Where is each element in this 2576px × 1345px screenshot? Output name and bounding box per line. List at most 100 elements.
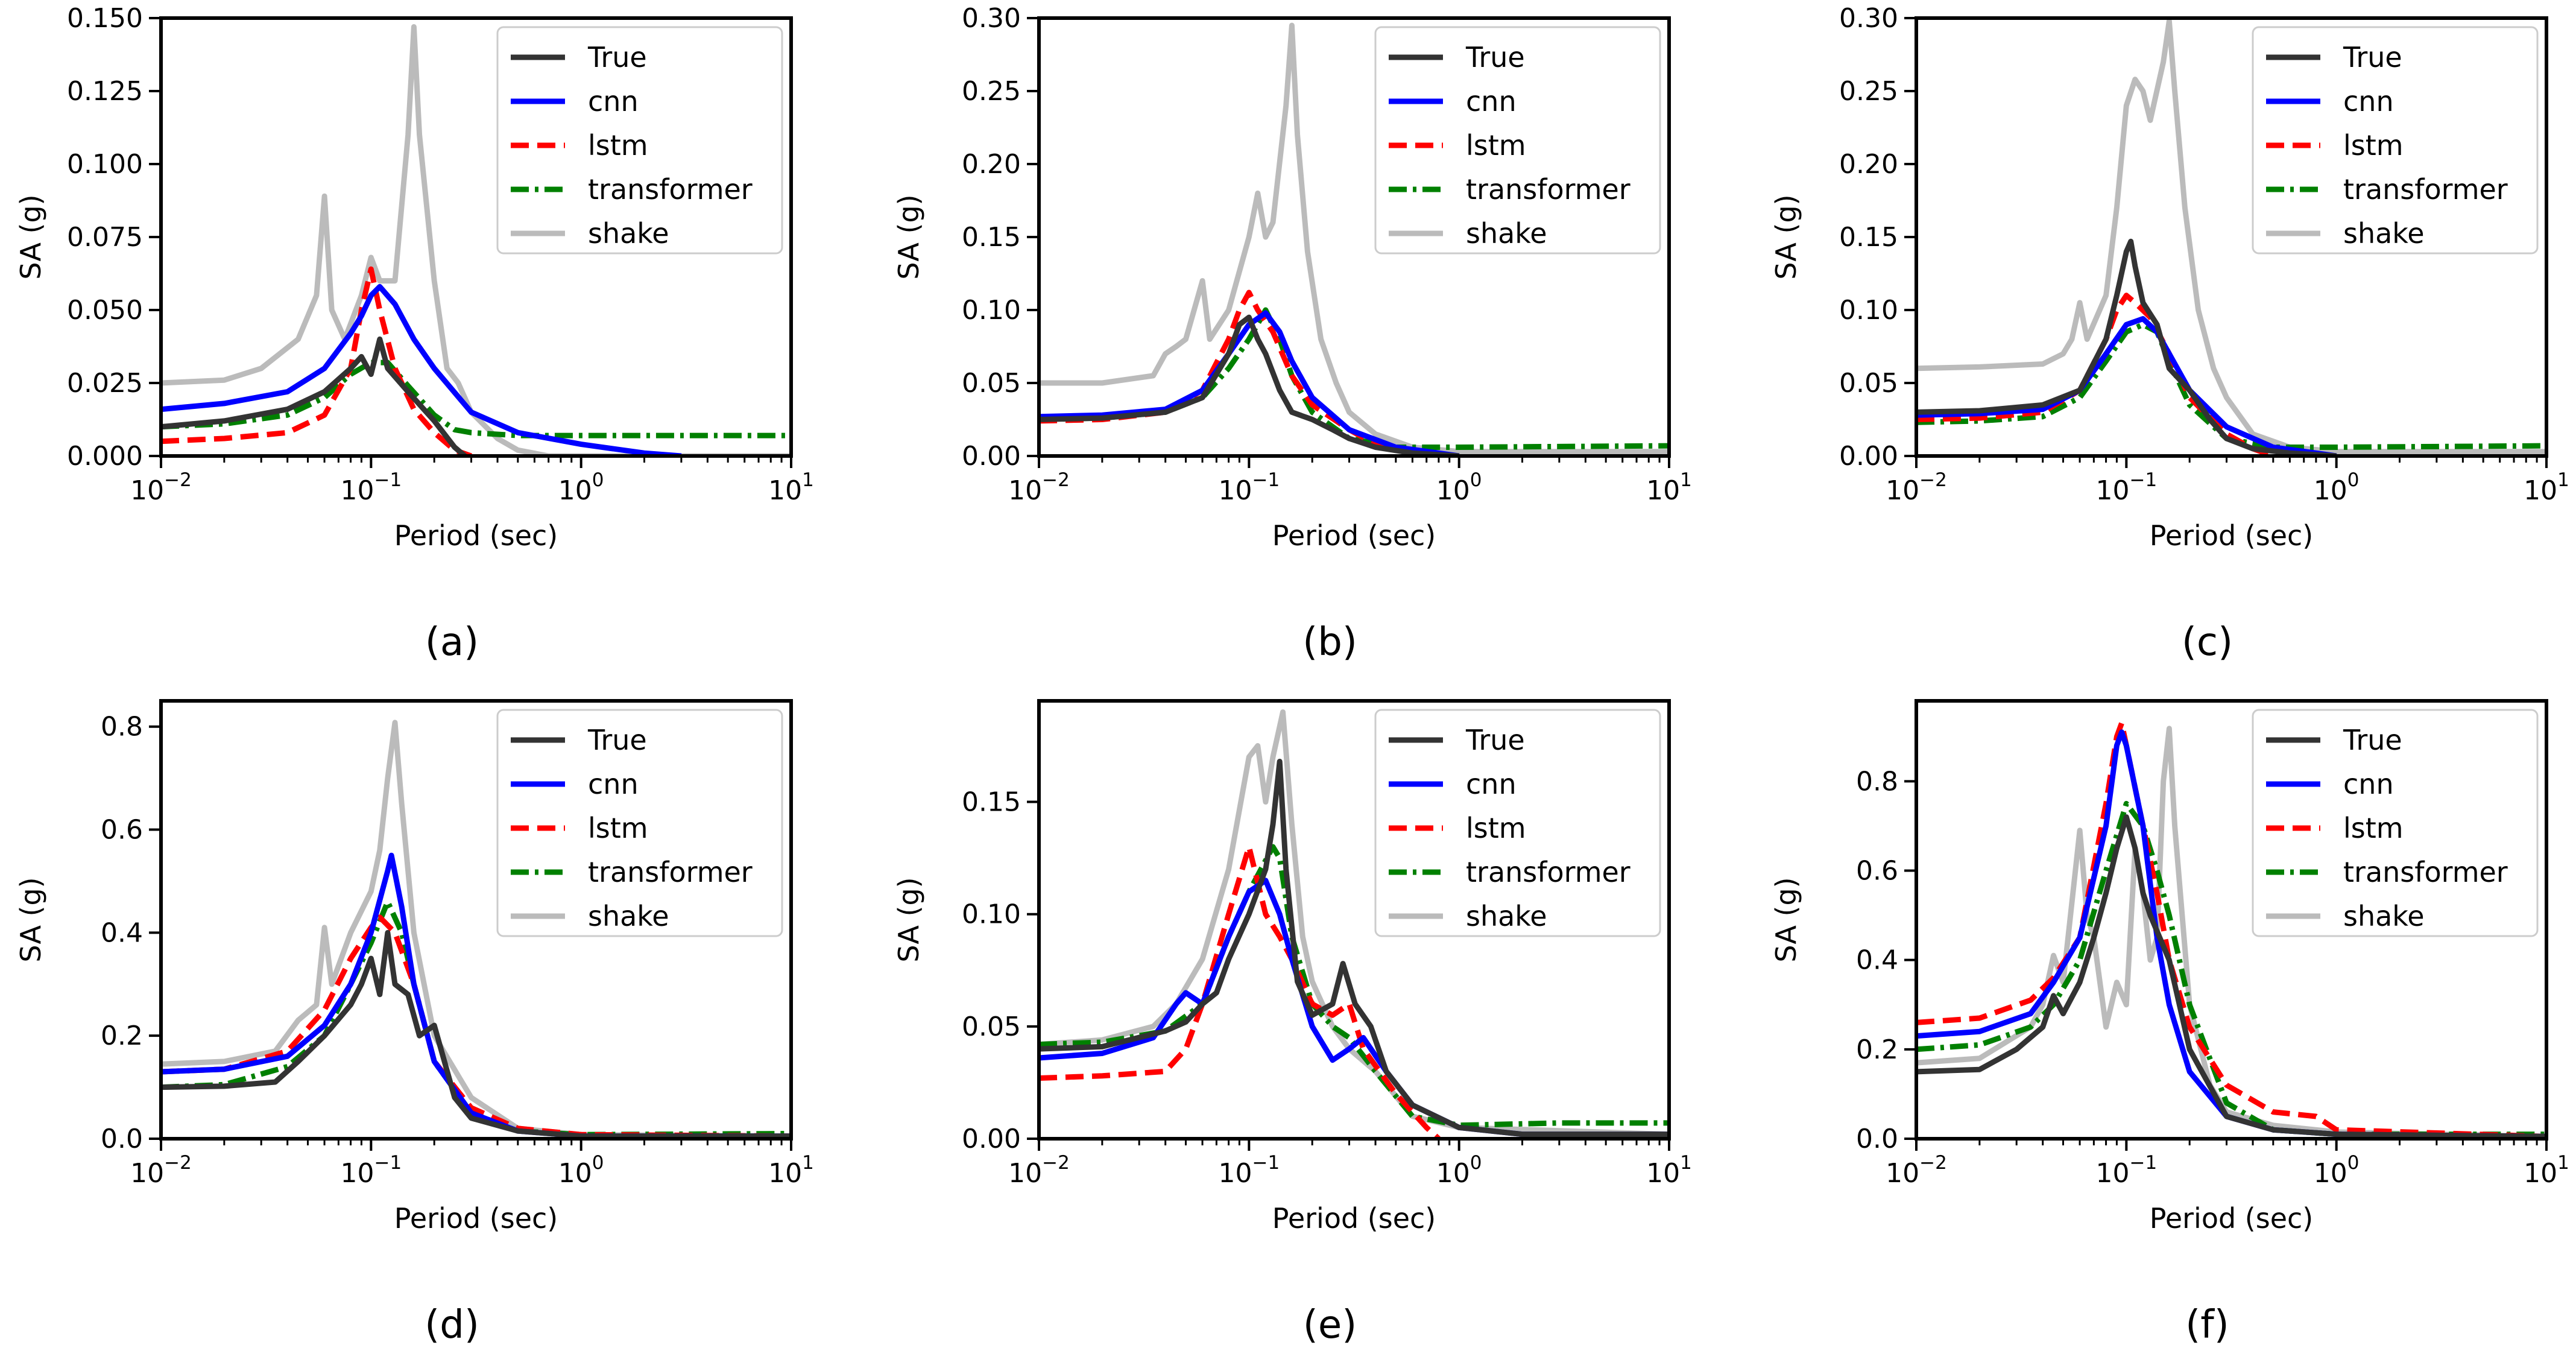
y-tick-label: 0.8: [101, 712, 143, 742]
y-tick-label: 0.125: [67, 76, 143, 107]
legend-entry: lstm: [588, 812, 648, 844]
legend-entry: cnn: [2343, 768, 2394, 800]
panel-label: (f): [2185, 1303, 2229, 1345]
axes-frame: [1037, 699, 1671, 1141]
legend-entry: cnn: [2343, 85, 2394, 118]
series-line-true: [1916, 814, 2546, 1139]
y-axis-label: SA (g): [892, 877, 925, 962]
x-tick-label: 101: [2524, 1152, 2569, 1189]
y-tick-label: 0.15: [962, 787, 1021, 818]
series-line-transformer: [1916, 800, 2546, 1138]
y-tick-label: 0.8: [1856, 766, 1898, 797]
legend-entry: lstm: [2343, 129, 2404, 162]
series-line-true: [1916, 238, 2337, 456]
x-tick-label: 10−1: [2095, 1152, 2157, 1189]
x-tick-label: 100: [558, 469, 604, 506]
x-tick-label: 10−2: [1886, 469, 1947, 506]
series-group: [1039, 709, 1669, 1139]
y-axis-label: SA (g): [14, 194, 47, 279]
legend-box: [1374, 26, 1661, 255]
legend: True cnn lstm transformer shake: [496, 26, 783, 255]
legend: True cnn lstm transformer shake: [496, 709, 783, 937]
x-tick-label: 101: [768, 469, 814, 506]
x-tick-label: 10−2: [130, 1152, 192, 1189]
series-line-lstm: [1039, 844, 1441, 1139]
legend-entry: lstm: [1466, 129, 1526, 162]
legend-entry: True: [587, 724, 647, 756]
y-tick-label: 0.05: [1839, 368, 1898, 399]
axes-frame: [1915, 699, 2548, 1141]
legend-entry: True: [1465, 41, 1525, 74]
series-line-shake: [1916, 18, 2546, 455]
series-group: [1916, 18, 2546, 456]
legend-entry: shake: [588, 217, 669, 250]
legend-entry: shake: [588, 900, 669, 932]
y-tick-label: 0.6: [1856, 856, 1898, 887]
series-line-shake: [161, 720, 791, 1139]
legend-entry: transformer: [2343, 173, 2508, 206]
legend-entry: transformer: [1466, 173, 1631, 206]
x-axis-label: Period (sec): [2150, 519, 2314, 552]
legend-entry: True: [2343, 724, 2402, 756]
y-axis-label: SA (g): [1770, 194, 1802, 279]
series-line-true: [161, 336, 467, 456]
y-tick-label: 0.0: [101, 1124, 143, 1154]
y-tick-label: 0.00: [962, 1124, 1021, 1154]
legend-entry: True: [587, 41, 647, 74]
series-line-true: [1039, 314, 1459, 456]
x-tick-label: 10−1: [340, 469, 402, 506]
x-tick-label: 10−1: [1218, 469, 1280, 506]
y-tick-label: 0.05: [962, 1011, 1021, 1042]
series-group: [161, 24, 791, 456]
axes-frame: [159, 699, 793, 1141]
series-line-cnn: [1039, 310, 1460, 456]
legend-entry: cnn: [588, 768, 639, 800]
series-line-lstm: [1039, 290, 1439, 456]
y-tick-label: 0.00: [1839, 441, 1898, 472]
y-tick-label: 0.075: [67, 222, 143, 253]
axes-frame: [1037, 16, 1671, 458]
series-group: [1916, 720, 2546, 1139]
y-tick-label: 0.15: [962, 222, 1021, 253]
x-tick-label: 10−2: [1008, 469, 1070, 506]
legend-entry: transformer: [588, 173, 753, 206]
chart-panel: 10−2 10−1 100 101 0.00 0.05 0.10 0.15 0.20 0.25 0.…: [892, 3, 1692, 665]
y-axis-label: SA (g): [14, 877, 47, 962]
y-tick-label: 0.00: [962, 441, 1021, 472]
y-tick-label: 0.100: [67, 149, 143, 180]
panel-label: (e): [1303, 1303, 1357, 1345]
chart-panel: 10−2 10−1 100 101 0.000 0.025 0.050 0.075 0.100 0…: [14, 3, 814, 665]
chart-panel: 10−2 10−1 100 101 0.00 0.05 0.10 0.15 Period (se…: [892, 699, 1692, 1345]
legend-entry: transformer: [588, 856, 753, 888]
panel-label: (a): [425, 620, 479, 665]
series-group: [1039, 22, 1669, 456]
series-line-cnn: [1916, 316, 2337, 456]
axes-frame: [1915, 16, 2548, 458]
legend: True cnn lstm transformer shake: [2252, 26, 2539, 255]
x-tick-label: 101: [1646, 1152, 1692, 1189]
series-line-shake: [161, 24, 791, 456]
legend-entry: lstm: [1466, 812, 1526, 844]
legend-box: [1374, 709, 1661, 937]
legend-entry: lstm: [588, 129, 648, 162]
y-tick-label: 0.4: [101, 917, 143, 948]
x-axis-label: Period (sec): [2150, 1202, 2314, 1235]
y-tick-label: 0.10: [1839, 295, 1898, 326]
x-axis-label: Period (sec): [1272, 1202, 1436, 1235]
x-tick-label: 101: [1646, 469, 1692, 506]
x-tick-label: 100: [1436, 469, 1482, 506]
x-tick-label: 100: [558, 1152, 604, 1189]
series-line-cnn: [161, 283, 682, 456]
x-tick-label: 10−2: [1886, 1152, 1947, 1189]
x-tick-label: 100: [2314, 1152, 2360, 1189]
x-tick-label: 10−2: [130, 469, 192, 506]
legend-box: [496, 709, 783, 937]
x-axis-label: Period (sec): [1272, 519, 1436, 552]
y-tick-label: 0.2: [101, 1021, 143, 1051]
panel-label: (b): [1302, 620, 1357, 665]
panel-label: (c): [2182, 620, 2233, 665]
y-tick-label: 0.000: [67, 441, 143, 472]
x-tick-label: 10−1: [340, 1152, 402, 1189]
axes-frame: [159, 16, 793, 458]
y-axis-label: SA (g): [1770, 877, 1802, 962]
